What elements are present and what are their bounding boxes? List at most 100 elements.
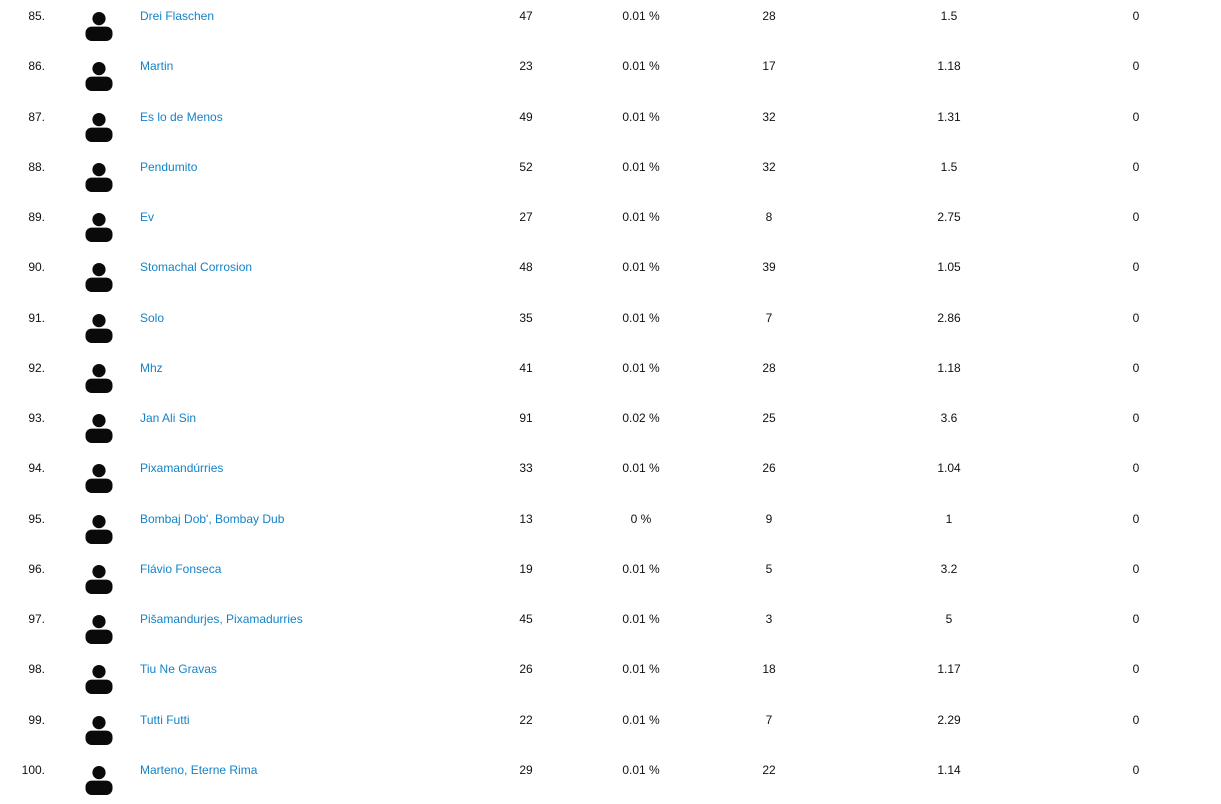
name-cell: Pendumito (140, 160, 197, 174)
name-link[interactable]: Ev (140, 210, 155, 224)
average-cell: 2.75 (937, 210, 961, 224)
avatar[interactable] (85, 12, 113, 41)
count-cell: 52 (519, 159, 533, 174)
table-row: 99. Tutti Futti 22 0.01 % 7 2.29 0 (0, 703, 1221, 754)
avatar[interactable] (85, 62, 113, 92)
user-icon (85, 12, 113, 41)
percent-cell: 0 % (630, 511, 652, 526)
avatar[interactable] (85, 162, 113, 192)
secondary-count-cell: 5 (765, 561, 773, 576)
count-cell: 35 (519, 310, 533, 325)
count-cell: 33 (519, 461, 533, 476)
zero-cell: 0 (1132, 461, 1140, 476)
avatar[interactable] (85, 263, 113, 293)
name-cell: Jan Ali Sin (140, 411, 196, 425)
rank-label: 91. (28, 310, 45, 325)
name-cell: Ev (140, 210, 154, 224)
name-link[interactable]: Bombaj Dob', Bombay Dub (140, 511, 285, 526)
user-icon (85, 615, 113, 644)
secondary-count-cell: 17 (762, 59, 776, 74)
user-icon (85, 162, 113, 192)
zero-cell: 0 (1132, 9, 1140, 23)
name-link[interactable]: Solo (140, 310, 165, 325)
table-row: 93. Jan Ali Sin 91 0.02 % 25 3.6 0 (0, 402, 1221, 453)
name-link[interactable]: Pixamandúrries (140, 461, 224, 476)
secondary-count-cell: 39 (762, 260, 776, 275)
secondary-count-cell: 25 (762, 411, 776, 425)
rank-label: 98. (28, 662, 45, 677)
avatar[interactable] (85, 112, 113, 142)
count-cell: 47 (519, 9, 533, 23)
name-link[interactable]: Tutti Futti (140, 712, 190, 727)
name-link[interactable]: Pišamandurjes, Pixamadurries (140, 612, 303, 626)
avatar[interactable] (85, 564, 113, 594)
avatar[interactable] (85, 414, 113, 443)
percent-cell: 0.01 % (622, 712, 660, 727)
avatar[interactable] (85, 615, 113, 644)
zero-cell: 0 (1132, 159, 1140, 174)
avatar[interactable] (85, 363, 113, 393)
user-icon (85, 213, 113, 242)
secondary-count-cell: 7 (765, 712, 773, 727)
zero-cell: 0 (1132, 511, 1140, 526)
count-cell: 49 (519, 109, 533, 124)
secondary-count-cell: 32 (762, 109, 776, 124)
user-icon (85, 765, 113, 795)
zero-cell: 0 (1132, 210, 1140, 224)
name-cell: Flávio Fonseca (140, 562, 221, 576)
name-link[interactable]: Martin (140, 59, 174, 74)
name-link[interactable]: Marteno, Eterne Rima (140, 762, 258, 777)
count-cell: 22 (519, 712, 533, 727)
name-link[interactable]: Pendumito (140, 159, 198, 174)
average-cell: 1.18 (937, 360, 961, 375)
avatar[interactable] (85, 213, 113, 242)
average-cell: 5 (945, 612, 953, 626)
name-cell: Solo (140, 311, 164, 325)
percent-cell: 0.01 % (622, 360, 660, 375)
name-cell: Bombaj Dob', Bombay Dub (140, 512, 284, 526)
rank-label: 86. (28, 59, 45, 74)
percent-cell: 0.01 % (622, 561, 660, 576)
name-link[interactable]: Jan Ali Sin (140, 411, 197, 425)
name-cell: Tiu Ne Gravas (140, 662, 217, 676)
secondary-count-cell: 26 (762, 461, 776, 476)
percent-cell: 0.01 % (622, 9, 660, 23)
count-cell: 29 (519, 762, 533, 777)
zero-cell: 0 (1132, 411, 1140, 425)
name-link[interactable]: Mhz (140, 360, 163, 375)
average-cell: 2.86 (937, 310, 961, 325)
table-row: 96. Flávio Fonseca 19 0.01 % 5 3.2 0 (0, 552, 1221, 603)
rank-label: 92. (28, 360, 45, 375)
rank-label: 97. (28, 612, 45, 626)
table-row: 86. Martin 23 0.01 % 17 1.18 0 (0, 50, 1221, 101)
percent-cell: 0.01 % (622, 260, 660, 275)
avatar[interactable] (85, 715, 113, 745)
avatar[interactable] (85, 313, 113, 343)
user-icon (85, 715, 113, 745)
rank-label: 89. (28, 210, 45, 224)
average-cell: 1.5 (940, 159, 958, 174)
name-link[interactable]: Drei Flaschen (140, 9, 215, 23)
name-link[interactable]: Flávio Fonseca (140, 561, 222, 576)
table-row: 98. Tiu Ne Gravas 26 0.01 % 18 1.17 0 (0, 653, 1221, 704)
zero-cell: 0 (1132, 662, 1140, 677)
average-cell: 3.2 (940, 561, 958, 576)
name-link[interactable]: Es lo de Menos (140, 109, 223, 124)
zero-cell: 0 (1132, 59, 1140, 74)
table-row: 88. Pendumito 52 0.01 % 32 1.5 0 (0, 150, 1221, 201)
name-link[interactable]: Stomachal Corrosion (140, 260, 253, 275)
rank-label: 90. (28, 260, 45, 275)
avatar[interactable] (85, 665, 113, 695)
rank-label: 94. (28, 461, 45, 476)
percent-cell: 0.01 % (622, 109, 660, 124)
avatar[interactable] (85, 514, 113, 544)
avatar[interactable] (85, 464, 113, 494)
count-cell: 48 (519, 260, 533, 275)
percent-cell: 0.01 % (622, 159, 660, 174)
avatar[interactable] (85, 765, 113, 795)
name-link[interactable]: Tiu Ne Gravas (140, 662, 217, 677)
average-cell: 2.29 (937, 712, 961, 727)
rank-label: 99. (28, 712, 45, 727)
user-icon (85, 263, 113, 293)
